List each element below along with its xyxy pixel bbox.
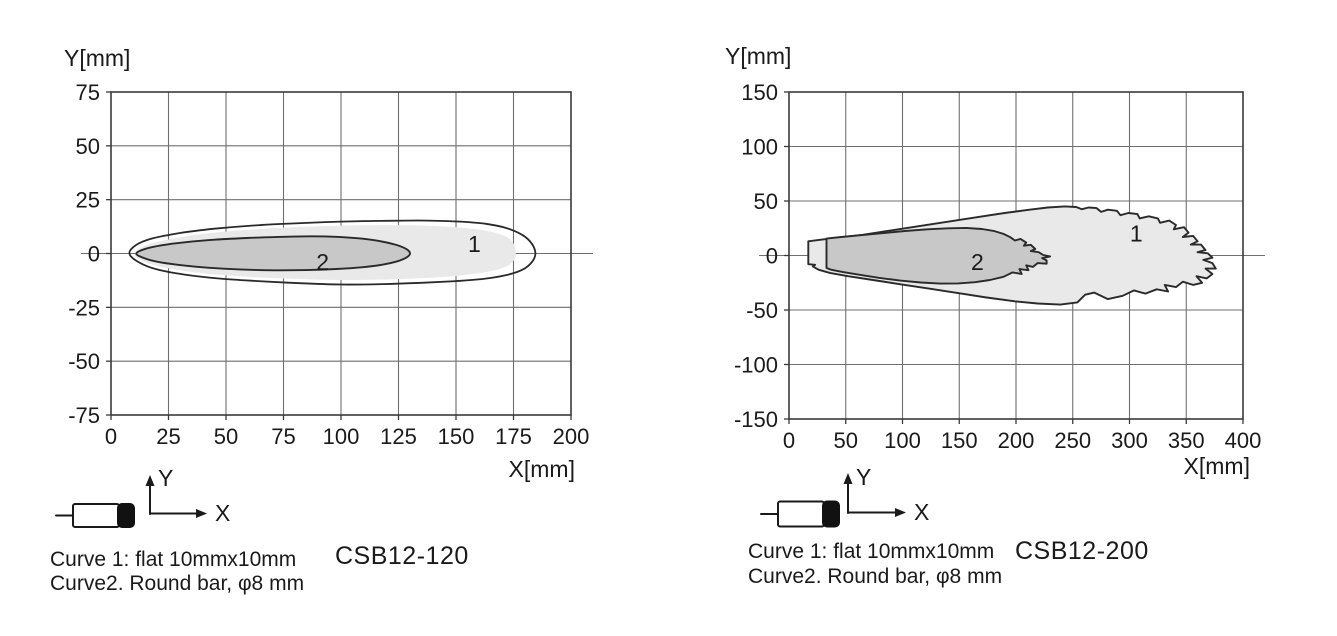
series-curve-2 xyxy=(825,226,1052,285)
y-tick-label: 0 xyxy=(766,244,778,269)
x-tick-label: 0 xyxy=(105,424,117,449)
sensor-icon: Y X xyxy=(55,465,230,528)
y-tick-label: -100 xyxy=(734,353,778,378)
chart-panel-csb12-200: Y[mm] 0 50 100 150 200 250 300 350 400150100500-… xyxy=(725,43,1265,588)
y-tick-label: 50 xyxy=(76,134,100,159)
series-curve-2 xyxy=(135,235,411,272)
sensor-cap xyxy=(822,500,840,528)
icon-x-label: X xyxy=(215,500,230,526)
y-tick-label: 25 xyxy=(76,188,100,213)
x-tick-label: 150 xyxy=(941,428,978,453)
sensor-body xyxy=(777,500,825,528)
x-tick-label: 125 xyxy=(380,424,417,449)
sensor-cap xyxy=(117,503,135,528)
icon-y-label: Y xyxy=(856,464,871,490)
legend-curve2: Curve2. Round bar, φ8 mm xyxy=(748,565,1002,588)
x-tick-label: 400 xyxy=(1225,428,1262,453)
y-arrow-head xyxy=(843,473,853,484)
x-tick-label: 175 xyxy=(495,424,532,449)
series-curve-1-outline xyxy=(128,219,537,286)
x-tick-label: 50 xyxy=(834,428,858,453)
sensor-icon: Y X xyxy=(760,464,929,528)
x-tick-label: 350 xyxy=(1168,428,1205,453)
icon-x-label: X xyxy=(914,499,929,525)
x-tick-label: 100 xyxy=(884,428,921,453)
x-tick-label: 75 xyxy=(271,424,295,449)
legend-curve1: Curve 1: flat 10mmx10mm xyxy=(50,548,296,571)
plot-area: 0 50 100 150 200 250 300 350 400 150 100 50 0 -50 -100… xyxy=(734,80,1265,453)
legend-curve1: Curve 1: flat 10mmx10mm xyxy=(748,540,994,563)
x-axis-title: X[mm] xyxy=(1184,453,1250,479)
model-name: CSB12-120 xyxy=(335,542,469,570)
plot-border xyxy=(110,91,572,416)
y-axis-title: Y[mm] xyxy=(725,43,791,69)
plot-area: 0 25 50 75 100 125 150 175 200 75 50 25 0 -25 -50 -75 1 2 xyxy=(68,80,593,449)
x-axis-title: X[mm] xyxy=(509,456,575,482)
icon-y-label: Y xyxy=(158,465,173,491)
curve-number-label: 1 xyxy=(1130,221,1143,247)
x-tick-label: 25 xyxy=(156,424,180,449)
x-tick-label: 200 xyxy=(998,428,1035,453)
curve-number-label: 1 xyxy=(468,231,481,257)
x-tick-label: 50 xyxy=(214,424,238,449)
y-arrow-head xyxy=(145,475,155,486)
y-tick-label: 75 xyxy=(76,80,100,105)
x-tick-label: 250 xyxy=(1054,428,1091,453)
y-tick-label: 150 xyxy=(741,80,778,105)
plot-border xyxy=(788,91,1244,420)
y-tick-label: 50 xyxy=(754,189,778,214)
y-tick-label: -25 xyxy=(68,295,100,320)
y-tick-label: 100 xyxy=(741,135,778,160)
model-name: CSB12-200 xyxy=(1015,537,1149,565)
x-tick-label: 300 xyxy=(1111,428,1148,453)
legend-curve2: Curve2. Round bar, φ8 mm xyxy=(50,572,304,595)
y-tick-label: -50 xyxy=(746,298,778,323)
x-arrow-head xyxy=(895,508,906,517)
y-tick-label: -50 xyxy=(68,349,100,374)
chart-panel-csb12-120: Y[mm] 0 25 50 75 100 125 150 175 200 75 50 25 0 -25 -5… xyxy=(50,45,593,595)
x-arrow-head xyxy=(196,509,207,518)
curve-number-label: 2 xyxy=(316,249,329,275)
x-tick-label: 150 xyxy=(438,424,475,449)
curve-number-label: 2 xyxy=(971,249,984,275)
y-axis-title: Y[mm] xyxy=(64,45,130,71)
x-tick-label: 200 xyxy=(553,424,590,449)
sensor-body xyxy=(72,503,120,528)
x-tick-label: 0 xyxy=(783,428,795,453)
x-tick-label: 100 xyxy=(323,424,360,449)
y-tick-label: -75 xyxy=(68,403,100,428)
y-tick-label: -150 xyxy=(734,407,778,432)
y-tick-label: 0 xyxy=(88,242,100,267)
